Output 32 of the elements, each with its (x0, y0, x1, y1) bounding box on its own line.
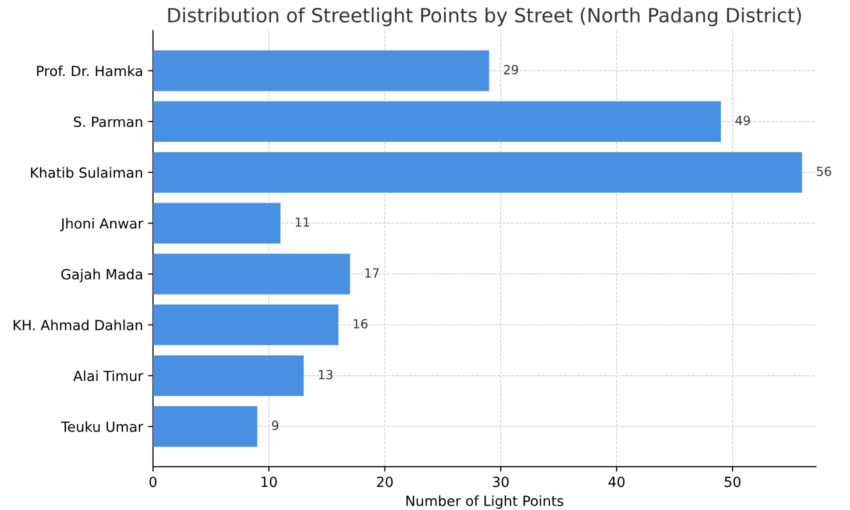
y-tick-label: Teuku Umar (61, 421, 144, 432)
y-tick-label: Khatib Sulaiman (30, 167, 142, 178)
y-tick-label: Prof. Dr. Hamka (37, 65, 142, 76)
bar (153, 304, 338, 346)
x-tick-label: 10 (262, 476, 277, 488)
data-label: 11 (296, 218, 310, 227)
y-tick-label: S. Parman (74, 116, 142, 128)
bar (153, 152, 802, 193)
bar (153, 355, 304, 396)
x-tick-label: 40 (608, 476, 625, 488)
y-tick-label: KH. Ahmad Dahlan (14, 320, 142, 330)
y-tick-label: Gajah Mada (61, 268, 142, 282)
data-label: 16 (354, 319, 368, 328)
x-tick-label: 50 (724, 476, 740, 488)
y-tick-label: Jhoni Anwar (60, 218, 144, 232)
bar (153, 202, 280, 244)
data-label: 49 (735, 116, 750, 126)
bar (153, 254, 350, 294)
bar (153, 50, 490, 92)
y-tick-label: Alai Timur (73, 370, 144, 382)
bar (153, 101, 721, 142)
x-tick-label: 20 (377, 476, 393, 488)
data-label: 29 (504, 64, 518, 74)
data-label: 56 (816, 166, 832, 176)
x-tick-label: 0 (149, 476, 156, 488)
data-label: 13 (318, 370, 332, 380)
chart-title: Distribution of Streetlight Points by Street (North Padang District) (168, 7, 801, 26)
x-axis-title: Number of Light Points (406, 495, 564, 509)
bar (153, 406, 258, 447)
x-tick-label: 30 (492, 476, 509, 488)
data-label: 9 (272, 420, 278, 430)
data-label: 17 (365, 268, 379, 278)
